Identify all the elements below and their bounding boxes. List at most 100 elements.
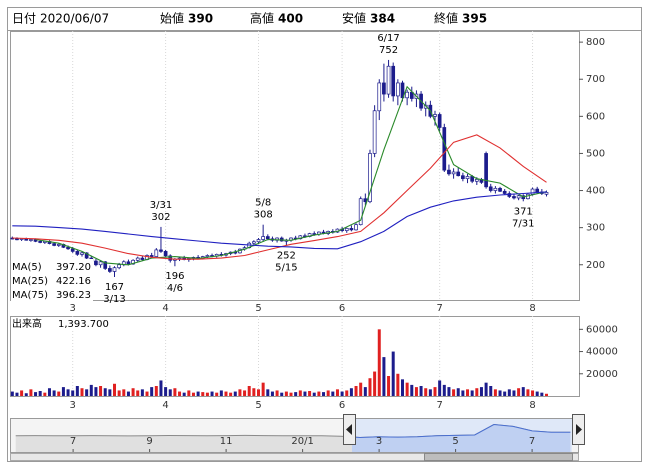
volume-bar: [247, 386, 251, 396]
volume-bar: [410, 384, 414, 396]
volume-bar: [424, 388, 428, 396]
annotation-date: 5/15: [275, 262, 297, 273]
volume-bar: [484, 382, 488, 396]
volume-bar: [168, 389, 172, 396]
candle-body: [395, 82, 400, 97]
volume-bar: [498, 390, 502, 396]
annotation-date: 5/8: [255, 198, 271, 209]
volume-bar: [210, 391, 214, 396]
candle-body: [103, 261, 108, 269]
candle-body: [442, 127, 447, 171]
volume-value: 1,393.700: [58, 319, 109, 330]
navigator-line-selected: [352, 423, 571, 439]
candle-body: [70, 248, 75, 252]
volume-bar: [442, 384, 446, 396]
x-tick-label: 5: [255, 303, 261, 314]
annotation-value: 167: [105, 282, 124, 293]
annotation-date: 4/6: [167, 283, 183, 294]
volume-bar: [387, 376, 391, 396]
volume-bar: [284, 391, 288, 396]
volume-bar: [43, 392, 47, 396]
candle-body: [461, 175, 465, 180]
candle-body: [354, 224, 358, 231]
candle-body: [52, 243, 56, 246]
volume-bar: [535, 391, 539, 396]
volume-bar: [382, 357, 386, 396]
volume-bar: [10, 391, 14, 396]
x-tick-label: 4: [162, 400, 168, 411]
y-tick-label: 500: [586, 148, 605, 159]
candle-body: [358, 198, 363, 226]
volume-bar: [289, 392, 293, 396]
volume-bar: [396, 373, 400, 396]
volume-bar: [298, 390, 302, 396]
candle-body: [29, 239, 33, 241]
candle-body: [433, 114, 437, 117]
volume-bar: [80, 388, 84, 396]
candle-body: [484, 153, 488, 188]
volume-bar: [126, 391, 130, 396]
volume-bar: [252, 388, 256, 396]
candle-body: [168, 255, 173, 261]
info-label: 終値: [434, 11, 458, 26]
volume-bar: [531, 390, 535, 396]
volume-bar: [335, 389, 339, 396]
volume-bar: [196, 391, 200, 396]
header-frame: [7, 7, 642, 31]
candle-body: [535, 188, 540, 193]
candle-body: [154, 249, 159, 257]
volume-bar: [89, 384, 93, 396]
candle-body: [470, 176, 475, 182]
legend-value: 397.20: [56, 262, 91, 273]
volume-bar: [275, 390, 279, 396]
volume-bar: [164, 387, 168, 396]
volume-bar: [317, 391, 321, 396]
volume-bar: [85, 389, 89, 396]
volume-bar: [377, 329, 381, 396]
candle-body: [159, 249, 163, 252]
scrollbar-track[interactable]: [10, 453, 579, 461]
volume-bar: [224, 391, 228, 396]
candle-body: [15, 238, 19, 241]
info-label: 安値: [342, 11, 366, 26]
volume-bar: [312, 392, 316, 396]
candle-body: [112, 267, 117, 272]
candle-body: [108, 268, 112, 272]
volume-bar: [326, 390, 330, 396]
info-label: 始値: [160, 11, 184, 26]
x-tick-label: 8: [529, 303, 535, 314]
price-panel-frame: [10, 31, 580, 301]
x-tick-label: 5: [452, 436, 458, 447]
annotation-value: 252: [277, 250, 296, 261]
x-tick-label: 11: [220, 436, 233, 447]
volume-bar: [61, 387, 65, 396]
x-tick-label: 3: [70, 303, 76, 314]
handle-arrow-left: [346, 424, 352, 435]
volume-bar: [108, 389, 112, 396]
candle-body: [498, 187, 502, 192]
y-tick-label: 400: [586, 186, 605, 197]
candle-body: [386, 65, 391, 95]
annotation-value: 308: [254, 210, 273, 221]
volume-bar: [475, 388, 479, 396]
info-value: 400: [278, 12, 303, 26]
handle-arrow-right: [576, 424, 582, 435]
candle-body: [368, 153, 372, 203]
volume-bar: [349, 388, 353, 396]
candle-body: [298, 235, 303, 240]
candle-body: [84, 252, 89, 259]
volume-bar: [71, 390, 75, 396]
candle-body: [344, 228, 349, 231]
volume-bar: [373, 371, 377, 396]
legend-value: 422.16: [56, 276, 91, 287]
volume-bar: [15, 392, 19, 396]
volume-bar: [113, 383, 117, 396]
volume-bar: [182, 392, 186, 396]
scrollbar-thumb[interactable]: [424, 453, 573, 461]
volume-bar: [280, 392, 284, 396]
annotation-value: 752: [379, 45, 398, 56]
volume-bar: [24, 393, 28, 396]
candle-body: [38, 241, 43, 243]
candle-body: [163, 251, 168, 257]
volume-bar: [419, 386, 423, 396]
